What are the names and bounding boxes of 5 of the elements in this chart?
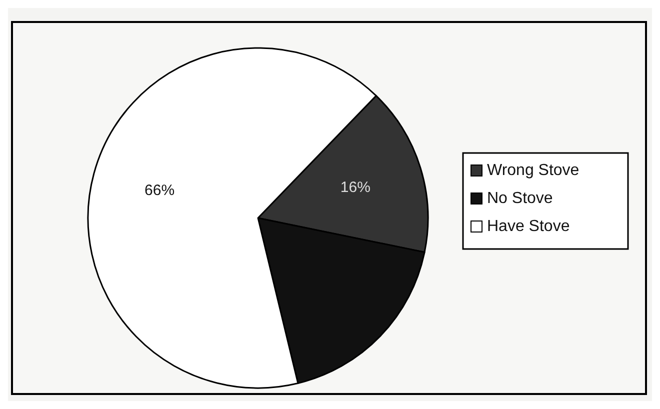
- legend-label: No Stove: [487, 190, 553, 208]
- legend-label: Have Stove: [487, 218, 570, 236]
- data-label: 66%: [144, 182, 175, 200]
- data-label: 16%: [340, 178, 370, 196]
- legend-label: Wrong Stove: [487, 162, 580, 180]
